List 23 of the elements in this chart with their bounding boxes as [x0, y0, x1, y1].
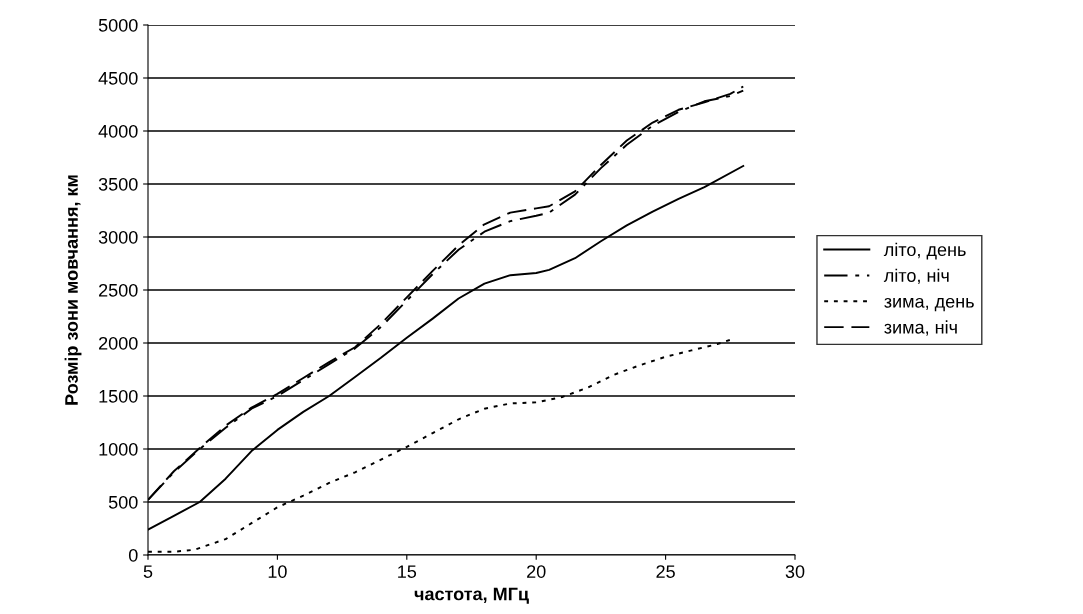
- y-tick-label: 2000: [99, 336, 138, 350]
- legend-label: літо, день: [883, 242, 966, 260]
- x-axis-title: частота, МГц: [414, 587, 529, 604]
- x-tick-label: 25: [656, 565, 675, 578]
- y-tick-label: 2500: [99, 283, 138, 297]
- y-tick-label: 5000: [98, 18, 138, 32]
- y-tick-label: 500: [108, 495, 138, 509]
- legend-label: зима, ніч: [884, 320, 957, 336]
- y-tick-label: 0: [128, 548, 138, 562]
- y-tick-label: 1500: [99, 389, 138, 403]
- y-tick-label: 3000: [98, 230, 138, 244]
- x-tick-label: 5: [143, 565, 153, 578]
- y-tick-label: 1000: [99, 442, 138, 456]
- legend-label: зима, день: [884, 297, 974, 312]
- y-axis-title: Розмір зони мовчання, км: [64, 175, 82, 405]
- y-tick-label: 3500: [98, 177, 138, 191]
- y-tick-label: 4500: [98, 71, 138, 85]
- x-tick-label: 20: [527, 565, 546, 578]
- y-tick-label: 4000: [98, 124, 138, 138]
- x-tick-label: 30: [785, 565, 805, 578]
- x-tick-label: 15: [398, 565, 417, 578]
- legend-label: літо, ніч: [883, 268, 949, 285]
- x-tick-label: 10: [268, 565, 287, 578]
